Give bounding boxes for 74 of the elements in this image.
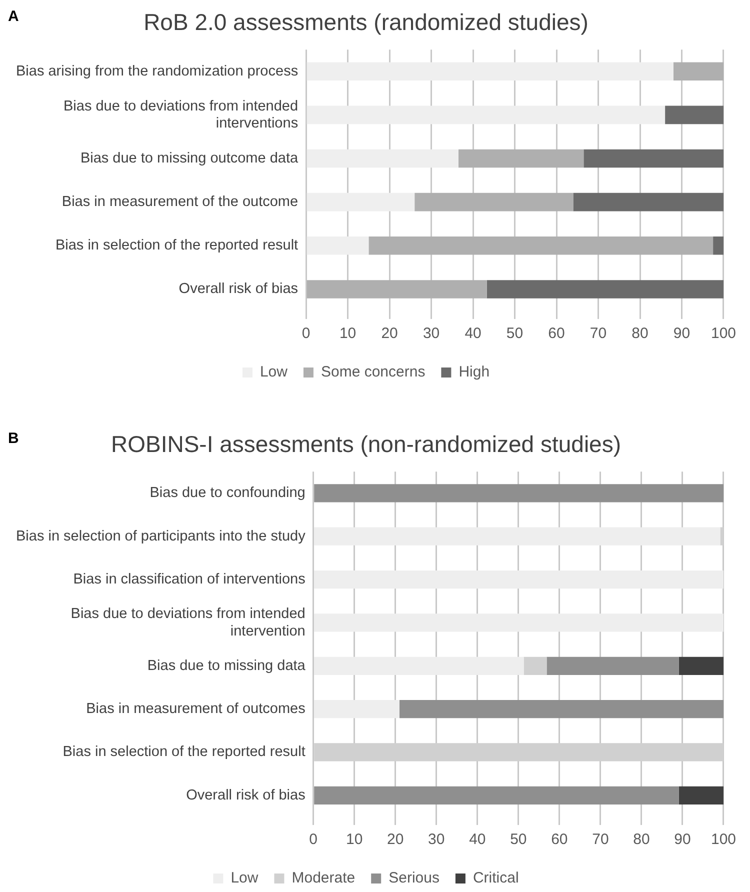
bar xyxy=(584,149,724,168)
bar xyxy=(314,656,524,675)
y-tick-label: Bias in classification of interventions xyxy=(73,572,306,588)
x-tick-label: 70 xyxy=(590,325,607,342)
bar xyxy=(665,106,724,124)
bar xyxy=(306,106,666,124)
x-tick-label: 90 xyxy=(673,325,690,342)
legend-label: Moderate xyxy=(292,870,356,887)
bar xyxy=(314,614,724,632)
x-tick-label: 0 xyxy=(302,325,310,342)
x-tick-label: 100 xyxy=(710,831,736,848)
bar xyxy=(713,236,724,255)
bar xyxy=(414,192,574,212)
bar xyxy=(673,62,724,81)
y-tick-label: Bias arising from the randomization process xyxy=(16,63,298,80)
x-tick-label: 40 xyxy=(464,325,482,342)
bar xyxy=(306,62,674,81)
x-tick-label: 20 xyxy=(381,325,398,342)
bar xyxy=(458,149,584,168)
x-tick-label: 10 xyxy=(346,831,363,848)
y-tick-label: Bias in measurement of the outcome xyxy=(62,194,298,210)
legend-label: Some concerns xyxy=(320,364,426,381)
y-tick-label: Bias due to deviations from intended interventions xyxy=(63,98,298,132)
x-tick-label: 50 xyxy=(510,831,527,848)
bar xyxy=(306,236,369,255)
x-tick-label: 60 xyxy=(548,325,565,342)
bar xyxy=(546,656,679,675)
bar xyxy=(314,484,724,502)
bar xyxy=(314,527,720,546)
y-tick-label: Bias in measurement of outcomes xyxy=(86,701,306,718)
text: A xyxy=(8,8,19,25)
x-tick-label: 20 xyxy=(387,831,404,848)
text: B xyxy=(8,430,19,447)
x-tick-label: 70 xyxy=(592,831,609,848)
x-tick-label: 30 xyxy=(428,831,445,848)
bar xyxy=(678,786,724,804)
x-tick-label: 60 xyxy=(551,831,568,848)
bar xyxy=(306,192,415,212)
bar xyxy=(486,280,724,298)
bar xyxy=(306,280,487,298)
y-tick-label: Overall risk of bias xyxy=(178,281,298,298)
y-tick-label: Bias due to missing data xyxy=(147,658,306,674)
bar xyxy=(314,700,400,718)
legend-label: Low xyxy=(260,364,288,381)
x-tick-label: 80 xyxy=(633,831,650,848)
bar xyxy=(314,786,679,804)
bar xyxy=(399,700,724,718)
x-tick-label: 90 xyxy=(674,831,691,848)
y-tick-label: Bias in selection of participants into the study xyxy=(16,528,306,544)
y-tick-label: Bias in selection of the reported result xyxy=(62,744,306,760)
chart-title: RoB 2.0 assessments (randomized studies) xyxy=(144,9,588,36)
x-tick-label: 80 xyxy=(632,325,648,342)
chart-title: ROBINS-I assessments (non-randomized studies) xyxy=(110,431,622,458)
legend-label: Serious xyxy=(388,870,440,887)
bar xyxy=(314,570,724,589)
x-tick-label: 50 xyxy=(506,325,524,342)
bar xyxy=(368,236,714,255)
bar xyxy=(524,656,547,675)
bar xyxy=(573,192,724,212)
x-tick-label: 100 xyxy=(710,325,736,342)
x-tick-label: 30 xyxy=(422,325,440,342)
legend-label: Critical xyxy=(472,870,519,887)
bar xyxy=(678,656,724,675)
legend-label: Low xyxy=(230,870,258,887)
x-tick-label: 40 xyxy=(469,831,486,848)
y-tick-label: Bias due to deviations from intended intervention xyxy=(70,606,306,640)
y-tick-label: Bias in selection of the reported result xyxy=(55,238,298,254)
x-tick-label: 10 xyxy=(339,325,356,342)
bar xyxy=(306,149,458,168)
y-tick-label: Bias due to confounding xyxy=(150,485,306,502)
y-tick-label: Overall risk of bias xyxy=(186,787,306,804)
y-tick-label: Bias due to missing outcome data xyxy=(80,150,299,167)
x-tick-label: 0 xyxy=(309,831,318,848)
legend-label: High xyxy=(458,364,490,381)
